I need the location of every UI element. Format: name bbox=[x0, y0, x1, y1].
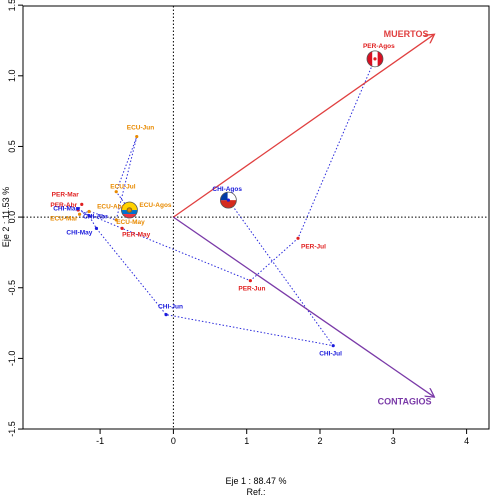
point-chi-jul bbox=[331, 344, 335, 348]
point-per-jul bbox=[296, 236, 300, 240]
x-tick-label: -1 bbox=[96, 436, 104, 446]
vector-arrow bbox=[173, 216, 433, 396]
x-tick-label: 4 bbox=[464, 436, 469, 446]
point-ecu-jun bbox=[135, 134, 139, 139]
point-label: PER-Mar bbox=[52, 191, 80, 198]
point-chi-abr bbox=[87, 214, 91, 218]
point-label: PER-Abr bbox=[50, 202, 77, 209]
y-tick-label: 0.5 bbox=[7, 140, 17, 153]
x-tick-label: 1 bbox=[244, 436, 249, 446]
point-label: PER-Agos bbox=[363, 43, 395, 50]
vector-arrow bbox=[173, 35, 433, 218]
point-chi-may bbox=[94, 226, 99, 231]
point-label: PER-Jul bbox=[301, 243, 326, 250]
x-tick-label: 2 bbox=[317, 436, 322, 446]
y-axis: -1.5 -1.0 -0.5 0.0 0.5 1.0 1.5 bbox=[7, 0, 23, 437]
y-tick-label: -1.5 bbox=[7, 421, 17, 437]
point-per-may bbox=[120, 226, 124, 231]
point-ecu-agos bbox=[127, 208, 132, 212]
point-label: CHI-Jul bbox=[319, 351, 342, 358]
vector-label: MUERTOS bbox=[384, 29, 429, 39]
point-label: PER-May bbox=[122, 231, 151, 238]
vector-label: CONTAGIOS bbox=[378, 397, 432, 407]
flag-markers bbox=[121, 50, 384, 219]
point-label: PER-Jun bbox=[238, 286, 265, 293]
y-tick-label: -0.5 bbox=[7, 280, 17, 296]
x-axis: -1 0 1 2 3 4 bbox=[96, 429, 469, 446]
point-chi-jun bbox=[164, 312, 168, 317]
series-path bbox=[77, 58, 376, 282]
point-label: ECU-Jun bbox=[127, 125, 154, 132]
point-ecu-mar bbox=[77, 212, 82, 216]
point-per-agos bbox=[373, 57, 377, 61]
variable-vectors: MUERTOS CONTAGIOS bbox=[173, 29, 433, 407]
series-path bbox=[77, 199, 335, 347]
point-label: CHI-May bbox=[66, 229, 92, 236]
point-label: ECU-May bbox=[116, 219, 145, 226]
y-tick-label: 1.0 bbox=[7, 70, 17, 83]
point-per-mar bbox=[80, 202, 84, 206]
point-labels: PER-Mar PER-Abr PER-May PER-Jun PER-Jul PER-A… bbox=[50, 43, 395, 358]
point-ecu-abr bbox=[87, 209, 91, 214]
y-tick-label: 0.0 bbox=[7, 211, 17, 224]
series-path bbox=[79, 136, 138, 221]
point-label: CHI-Mar bbox=[53, 206, 78, 213]
point-per-jun bbox=[248, 279, 252, 283]
point-label: ECU-Abr bbox=[97, 203, 125, 210]
footnote: Ref.: bbox=[246, 487, 265, 497]
y-axis-title: Eje 2 : 11.53 % bbox=[1, 187, 11, 247]
series-paths bbox=[77, 58, 376, 347]
point-label: CHI-Agos bbox=[212, 186, 242, 193]
point-label: CHI-Abr bbox=[83, 214, 108, 221]
y-tick-label: -1.0 bbox=[7, 351, 17, 367]
x-tick-label: 3 bbox=[391, 436, 396, 446]
point-chi-mar bbox=[76, 207, 80, 211]
point-chi-agos bbox=[226, 198, 230, 202]
x-tick-label: 0 bbox=[171, 436, 176, 446]
x-axis-title: Eje 1 : 88.47 % bbox=[225, 476, 286, 486]
point-ecu-may bbox=[114, 218, 118, 222]
point-label: ECU-Mar bbox=[50, 215, 78, 222]
point-label: ECU-Jul bbox=[110, 184, 135, 191]
y-tick-label: 1.5 bbox=[7, 0, 17, 11]
point-label: CHI-Jun bbox=[158, 304, 183, 311]
chile-flag-icon bbox=[219, 191, 237, 209]
data-points bbox=[76, 57, 377, 348]
point-ecu-jul bbox=[114, 190, 118, 194]
point-label: ECU-Agos bbox=[139, 202, 172, 209]
